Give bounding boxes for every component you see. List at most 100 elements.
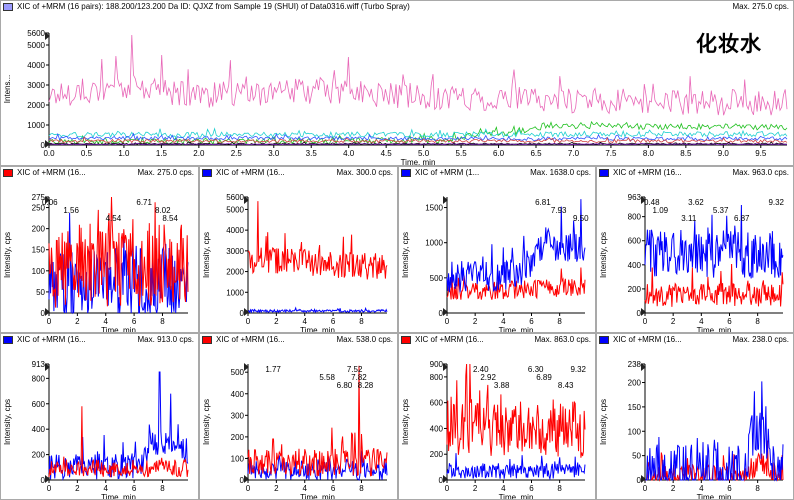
peak-label: 8.28 [358,381,374,390]
y-tick-label: 600 [430,399,444,408]
x-tick-label: 5.5 [456,149,468,158]
axis-marker [45,363,50,371]
x-tick-label: 9.0 [718,149,730,158]
x-tick-label: 8 [359,317,364,326]
y-tick-label: 300 [231,411,245,420]
axis-marker [45,140,50,148]
x-tick-label: 2 [473,484,478,493]
main-chart-plot: 0.0 0.5 1.0 1.5 2.0 2.5 3.0 3.5 4.0 4.5 5.0 5.5 6.0 6… [3,29,788,166]
x-tick-label: 0 [445,484,450,493]
y-tick-label: 1000 [425,239,443,248]
x-tick-label: 7.5 [605,149,617,158]
y-tick-label: 0 [41,309,46,318]
peak-label: 5.58 [319,373,335,382]
peak-label: 6.87 [734,214,750,223]
axis-marker [45,308,50,316]
y-tick-label: 200 [231,433,245,442]
y-tick-label: 3000 [226,247,244,256]
x-tick-label: 9.5 [755,149,767,158]
legend-swatch [3,169,13,177]
chart-panel-1: XIC of +MRM (16... Max. 275.0 cps. 0 2 4 6 8… [0,166,199,333]
y-tick-label: 100 [231,454,245,463]
y-tick-label: 500 [430,274,444,283]
series-line-1 [48,120,788,146]
series-line-0 [446,453,586,481]
chart-title: XIC of +MRM (16... [613,335,682,344]
y-tick-label: 800 [628,213,642,222]
y-axis-label: Intensity, cps [599,232,608,278]
x-tick-label: 0.5 [81,149,93,158]
chart-header: XIC of +MRM (16... Max. 238.0 cps. [597,334,793,346]
y-axis-label: Intensity, cps [202,399,211,445]
x-axis-label: Time, min [101,493,136,500]
chart-max: Max. 538.0 cps. [336,335,393,344]
x-tick-label: 4 [303,484,308,493]
y-axis-label: Intensity, cps [599,399,608,445]
x-tick-label: 8 [755,317,760,326]
series-line-1 [446,363,586,458]
peak-label: 2.92 [480,373,496,382]
axis-marker [443,196,448,204]
y-tick-label: 1000 [226,288,244,297]
y-tick-label: 100 [32,267,46,276]
y-tick-label: 0 [439,309,444,318]
peak-label: 1.77 [265,365,281,374]
main-chromatogram-panel: XIC of +MRM (16 pairs): 188.200/123.200 … [0,0,794,166]
legend-swatch [3,336,13,344]
y-tick-label: 0 [637,476,642,485]
y-tick-label: 5000 [226,205,244,214]
peak-label: 6.30 [528,365,544,374]
peak-label: 4.54 [106,214,122,223]
axis-marker [641,475,646,483]
x-tick-label: 4 [501,484,506,493]
peak-label: 7.52 [347,365,363,374]
x-tick-label: 8 [160,484,165,493]
x-tick-label: 2 [671,317,676,326]
chart-title: XIC of +MRM (16... [17,335,86,344]
axis-marker [443,308,448,316]
x-tick-label: 4 [104,484,109,493]
y-tick-label: 50 [36,288,45,297]
y-axis-label: Intensity, cps [3,399,12,445]
y-tick-label: 400 [628,261,642,270]
x-tick-label: 7.0 [568,149,580,158]
y-tick-label: 900 [430,360,444,369]
peak-label: 6.89 [536,373,552,382]
series-line-1 [48,406,189,478]
peak-label: 8.02 [155,206,171,215]
peak-label: 3.88 [494,381,510,390]
axis-marker [244,363,249,371]
series-line-1 [247,201,388,280]
x-tick-label: 2.0 [193,149,205,158]
chart-header: XIC of +MRM (16... Max. 963.0 cps. [597,167,793,179]
series-line-1 [644,204,784,279]
x-axis-label: Time, min [300,326,335,333]
chart-panel-3: XIC of +MRM (1... Max. 1638.0 cps. 0 2 4 6 8… [398,166,596,333]
y-tick-label: 0 [41,476,46,485]
peak-label: 3.62 [688,198,704,207]
x-tick-label: 6 [331,317,336,326]
x-tick-label: 2 [274,317,279,326]
x-tick-label: 8 [160,317,165,326]
series-line-2 [48,127,788,139]
y-tick-label: 238 [628,360,642,369]
y-tick-label: 200 [32,451,46,460]
x-tick-label: 2 [75,317,80,326]
x-tick-label: 4 [699,484,704,493]
chart-title: XIC of +MRM (16... [216,335,285,344]
x-tick-label: 6.0 [493,149,505,158]
axis-marker [45,32,50,40]
axis-marker [641,363,646,371]
x-tick-label: 5.0 [418,149,430,158]
x-axis-label: Time, min [401,158,436,166]
y-tick-label: 200 [32,225,46,234]
chart-header: XIC of +MRM (16... Max. 863.0 cps. [399,334,595,346]
chart-max: Max. 275.0 cps. [137,168,194,177]
chart-header: XIC of +MRM (16... Max. 300.0 cps. [200,167,397,179]
x-tick-label: 2 [75,484,80,493]
chart-title: XIC of +MRM (16... [17,168,86,177]
chart-header: XIC of +MRM (1... Max. 1638.0 cps. [399,167,595,179]
x-axis-label: Time, min [499,493,534,500]
y-tick-label: 600 [628,237,642,246]
chart-panel-8: XIC of +MRM (16... Max. 238.0 cps. 0 2 4 6 8… [596,333,794,500]
